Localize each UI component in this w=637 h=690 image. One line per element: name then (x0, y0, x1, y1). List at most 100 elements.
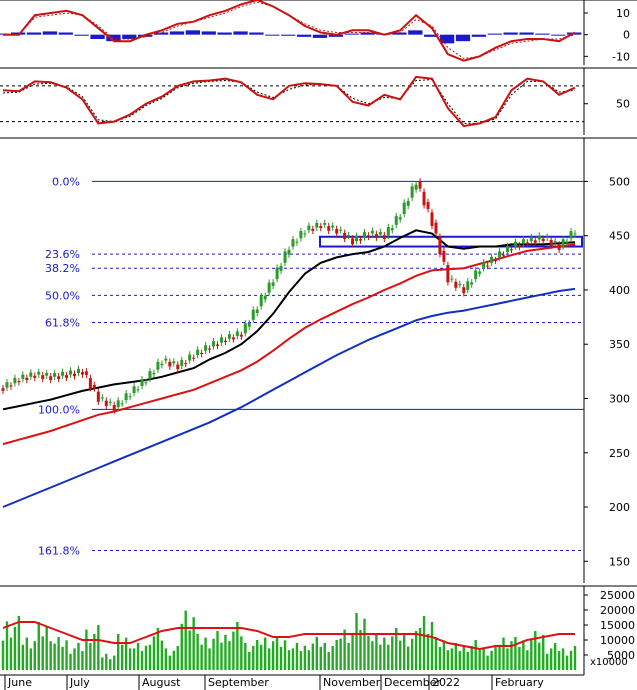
macd-histogram-bar (439, 34, 455, 44)
macd-tick-label: 10 (616, 7, 630, 20)
volume-bar (180, 623, 183, 670)
candle-body (172, 361, 176, 364)
candle-body (482, 262, 486, 269)
volume-bar (534, 631, 537, 670)
volume-bar (573, 646, 577, 670)
volume-bar (97, 625, 100, 670)
fib-level-label: 50.0% (45, 289, 80, 302)
volume-bar (466, 652, 469, 670)
volume-bar (478, 649, 481, 670)
macd-tick-label: 0 (623, 29, 630, 42)
candle-body (88, 378, 92, 389)
macd-histogram-bar (519, 32, 534, 35)
candle-body (37, 371, 41, 375)
candle-body (144, 382, 148, 384)
candle-body (299, 231, 303, 239)
volume-bar (387, 644, 390, 670)
candle-body (537, 235, 541, 240)
volume-bar (553, 643, 557, 670)
volume-bar (351, 634, 354, 670)
candle-body (565, 241, 569, 243)
volume-bar (57, 637, 60, 670)
month-label: 2022 (432, 676, 460, 689)
candle-body (502, 254, 505, 256)
candle-body (366, 235, 370, 237)
candle-body (176, 364, 180, 370)
candle-body (525, 242, 529, 245)
volume-bar (434, 637, 438, 670)
macd-histogram-bar (551, 34, 566, 36)
volume-bar (109, 659, 112, 670)
fib-level-label: 23.6% (45, 248, 80, 261)
volume-bar (565, 655, 569, 670)
candle-body (13, 377, 17, 384)
candle-body (33, 375, 37, 378)
volume-bar (77, 643, 80, 670)
volume-bar (188, 630, 191, 670)
candle-body (359, 239, 362, 241)
volume-bar (9, 637, 13, 670)
macd-histogram-bar (296, 34, 312, 37)
macd-histogram-bar (392, 32, 407, 35)
macd-histogram-bar (265, 34, 280, 36)
volume-bar (283, 640, 287, 670)
macd-histogram-bar (10, 32, 26, 35)
candle-body (466, 281, 470, 290)
candle-body (414, 184, 418, 190)
candle-body (259, 296, 263, 307)
candle-body (513, 241, 517, 247)
macd-histogram-bar (281, 34, 296, 36)
candle-body (410, 186, 414, 198)
candle-body (287, 249, 291, 255)
volume-bar (430, 622, 434, 670)
volume-bar (65, 640, 68, 670)
price-tick-label: 350 (609, 338, 630, 351)
candle-body (343, 232, 347, 239)
volume-bar (200, 644, 203, 670)
volume-bar (73, 648, 76, 670)
macd-histogram-bar (360, 32, 375, 35)
volume-bar (25, 637, 29, 670)
volume-bar (486, 655, 489, 670)
candle-body (315, 222, 319, 228)
macd-histogram-bar (249, 32, 264, 35)
volume-bar (271, 641, 275, 670)
candle-body (335, 228, 339, 234)
volume-bar (224, 634, 227, 670)
macd-histogram-bar (185, 30, 201, 35)
volume-bar (494, 646, 497, 670)
volume-bar (21, 644, 25, 670)
volume-bar (140, 651, 144, 670)
candle-body (470, 282, 474, 285)
volume-bar (450, 648, 454, 670)
volume-bar (569, 650, 573, 670)
volume-tick-label: 10000 (600, 634, 635, 647)
volume-bar (192, 617, 195, 670)
volume-bar (196, 634, 199, 670)
candle-body (92, 384, 96, 389)
macd-histogram-bar (169, 31, 185, 35)
candle-body (378, 231, 382, 235)
macd-histogram-bar (503, 32, 518, 35)
candle-body (295, 241, 299, 243)
volume-bar (363, 618, 366, 670)
candle-body (223, 340, 227, 343)
volume-bar (244, 643, 247, 670)
candle-body (307, 225, 311, 231)
volume-tick-label: 25000 (600, 589, 635, 602)
volume-bar (220, 642, 223, 670)
candle-body (267, 282, 271, 293)
candle-body (180, 359, 184, 366)
volume-bar (545, 653, 549, 670)
volume-bar (240, 636, 243, 670)
volume-bar (208, 648, 211, 670)
candle-body (442, 250, 446, 262)
candle-body (355, 235, 359, 242)
candle-body (541, 238, 545, 242)
candle-body (112, 405, 116, 411)
volume-bar (128, 648, 132, 670)
volume-bar (184, 610, 187, 670)
volume-bar (172, 650, 176, 670)
macd-histogram-bar (487, 33, 502, 35)
candle-body (339, 229, 343, 231)
